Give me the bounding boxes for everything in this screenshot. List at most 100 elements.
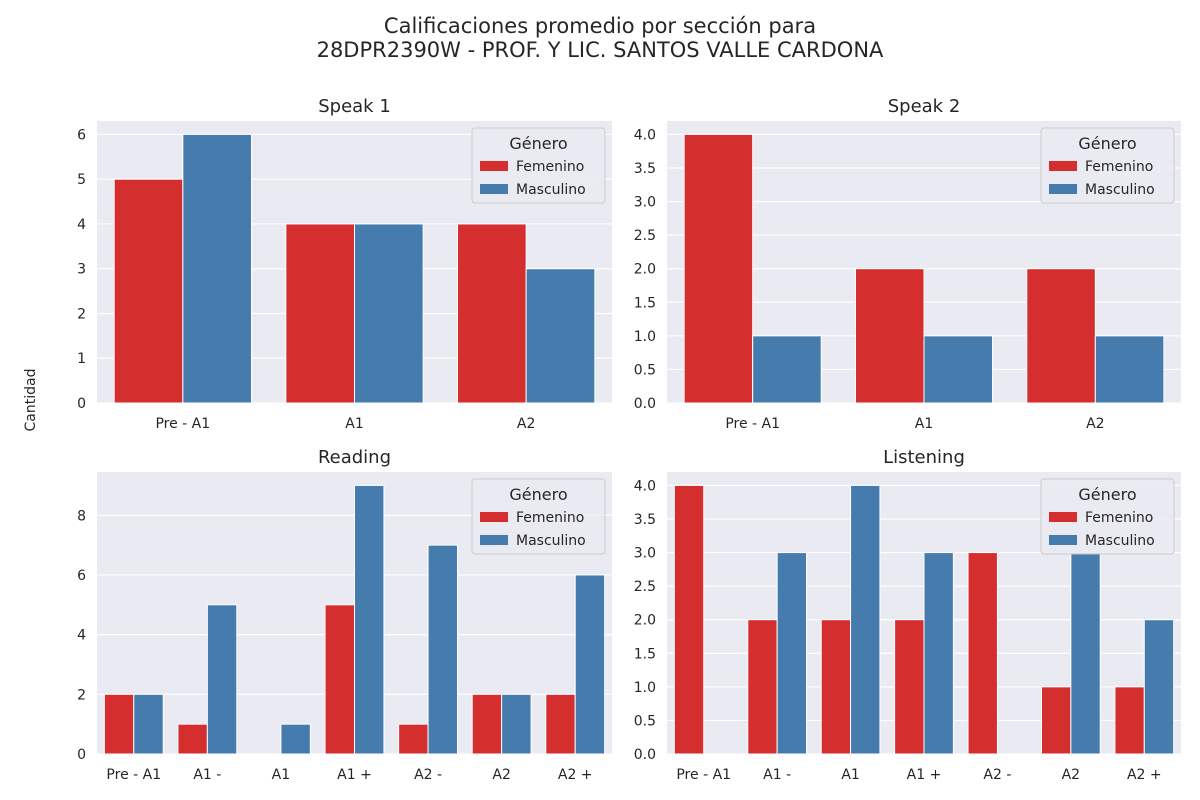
y-tick-label: 1.0 [634, 680, 656, 696]
bar-femenino-1 [177, 723, 208, 755]
bar-femenino-3 [894, 619, 925, 755]
bar-masculino-1 [923, 335, 994, 404]
bar-masculino-2 [850, 484, 881, 755]
y-tick-label: 4 [77, 628, 86, 644]
x-tick-label: A2 [492, 767, 510, 783]
bar-femenino-0 [673, 484, 705, 755]
legend-title: Género [1078, 485, 1136, 504]
y-tick-label: 5 [77, 172, 86, 188]
legend: Género Femenino Masculino [471, 478, 606, 555]
panel-speak-1: 0 1 2 3 4 5 6 Pre - A1 A1 A2 Speak 1 Género Femenino… [77, 96, 612, 432]
legend-label-femenino: Femenino [1085, 159, 1153, 175]
bar-masculino-2 [1094, 335, 1165, 404]
y-tick-label: 2.0 [634, 613, 656, 629]
bar-femenino-1 [854, 268, 925, 404]
bar-femenino-1 [285, 223, 356, 404]
legend-swatch-femenino [1049, 512, 1077, 522]
bar-masculino-0 [182, 133, 252, 404]
y-tick-label: 2.5 [634, 228, 656, 244]
x-tick-label: A2 [1086, 416, 1104, 432]
x-tick-label: A1 [345, 416, 363, 432]
legend-swatch-femenino [480, 161, 508, 171]
x-tick-label: A1 + [337, 767, 372, 783]
legend-swatch-masculino [1049, 535, 1077, 545]
x-tick-label: A1 - [193, 767, 221, 783]
bar-femenino-2 [1026, 268, 1096, 404]
bar-femenino-0 [103, 693, 135, 755]
x-tick-label: A2 - [983, 767, 1011, 783]
y-tick-label: 3.5 [634, 161, 656, 177]
bar-masculino-2 [525, 268, 596, 404]
subplot-title: Speak 2 [888, 96, 961, 117]
y-tick-label: 4.0 [634, 127, 656, 143]
bar-femenino-5 [1040, 686, 1072, 755]
legend-label-masculino: Masculino [1085, 533, 1155, 549]
bar-masculino-1 [206, 604, 238, 755]
y-tick-label: 4.0 [634, 478, 656, 494]
bar-femenino-6 [1114, 686, 1145, 755]
legend-label-femenino: Femenino [516, 510, 584, 526]
figure-title-line-2: 28DPR2390W - PROF. Y LIC. SANTOS VALLE C… [316, 38, 884, 62]
legend: Género Femenino Masculino [471, 127, 606, 204]
legend-title: Género [509, 134, 567, 153]
bar-femenino-3 [324, 604, 356, 755]
legend-swatch-masculino [480, 535, 508, 545]
bar-masculino-6 [574, 574, 606, 755]
y-tick-label: 0.5 [634, 362, 656, 378]
x-tick-label: Pre - A1 [725, 416, 780, 432]
y-tick-label: 0.5 [634, 713, 656, 729]
y-tick-label: 3.0 [634, 195, 656, 211]
bar-masculino-2 [280, 723, 311, 755]
y-tick-label: 3 [77, 262, 86, 278]
bar-femenino-0 [683, 133, 754, 404]
legend-title: Género [509, 485, 567, 504]
y-tick-label: 1.0 [634, 329, 656, 345]
bar-masculino-5 [1070, 552, 1101, 755]
bar-masculino-6 [1143, 619, 1175, 755]
legend-label-masculino: Masculino [516, 533, 586, 549]
y-tick-label: 0 [77, 747, 86, 763]
x-tick-label: A1 - [763, 767, 791, 783]
x-tick-label: Pre - A1 [676, 767, 731, 783]
x-tick-label: A2 - [414, 767, 442, 783]
bar-femenino-2 [820, 619, 852, 755]
bar-femenino-0 [113, 178, 184, 404]
legend-label-masculino: Masculino [516, 182, 586, 198]
bar-masculino-1 [354, 223, 424, 404]
y-tick-label: 1.5 [634, 295, 656, 311]
subplot-title: Speak 1 [318, 96, 391, 117]
y-tick-label: 2.5 [634, 579, 656, 595]
x-tick-label: A1 + [907, 767, 942, 783]
subplot-title: Listening [883, 447, 965, 468]
legend: Género Femenino Masculino [1040, 478, 1175, 555]
y-tick-label: 6 [77, 568, 86, 584]
bar-femenino-6 [545, 693, 576, 755]
bar-masculino-3 [923, 552, 954, 755]
y-tick-label: 1.5 [634, 646, 656, 662]
bar-masculino-0 [752, 335, 822, 404]
figure-title-line-1: Calificaciones promedio por sección para [383, 14, 817, 38]
legend-swatch-femenino [1049, 161, 1077, 171]
bar-masculino-4 [427, 544, 459, 755]
bar-masculino-3 [354, 484, 385, 755]
bar-masculino-5 [501, 693, 532, 755]
y-tick-label: 1 [77, 351, 86, 367]
bar-femenino-5 [471, 693, 503, 755]
y-tick-label: 0 [77, 396, 86, 412]
x-tick-label: A1 [915, 416, 933, 432]
y-tick-label: 2.0 [634, 262, 656, 278]
y-tick-label: 2 [77, 306, 86, 322]
panel-reading: 0 2 4 6 8 Pre - A1 A1 - A1 A1 + A2 - A2 A2 + Reading… [77, 447, 612, 783]
x-tick-label: A1 [841, 767, 859, 783]
panel-speak-2: 0.0 0.5 1.0 1.5 2.0 2.5 3.0 3.5 4.0 Pre - A1 A1 A2 S… [634, 96, 1181, 432]
legend: Género Femenino Masculino [1040, 127, 1175, 204]
x-tick-label: A2 + [558, 767, 593, 783]
bar-femenino-4 [398, 723, 429, 755]
bar-masculino-1 [776, 552, 808, 755]
bar-femenino-1 [747, 619, 778, 755]
y-tick-label: 6 [77, 127, 86, 143]
subplot-title: Reading [318, 447, 391, 468]
bar-femenino-4 [967, 552, 998, 755]
x-tick-label: A2 + [1127, 767, 1162, 783]
